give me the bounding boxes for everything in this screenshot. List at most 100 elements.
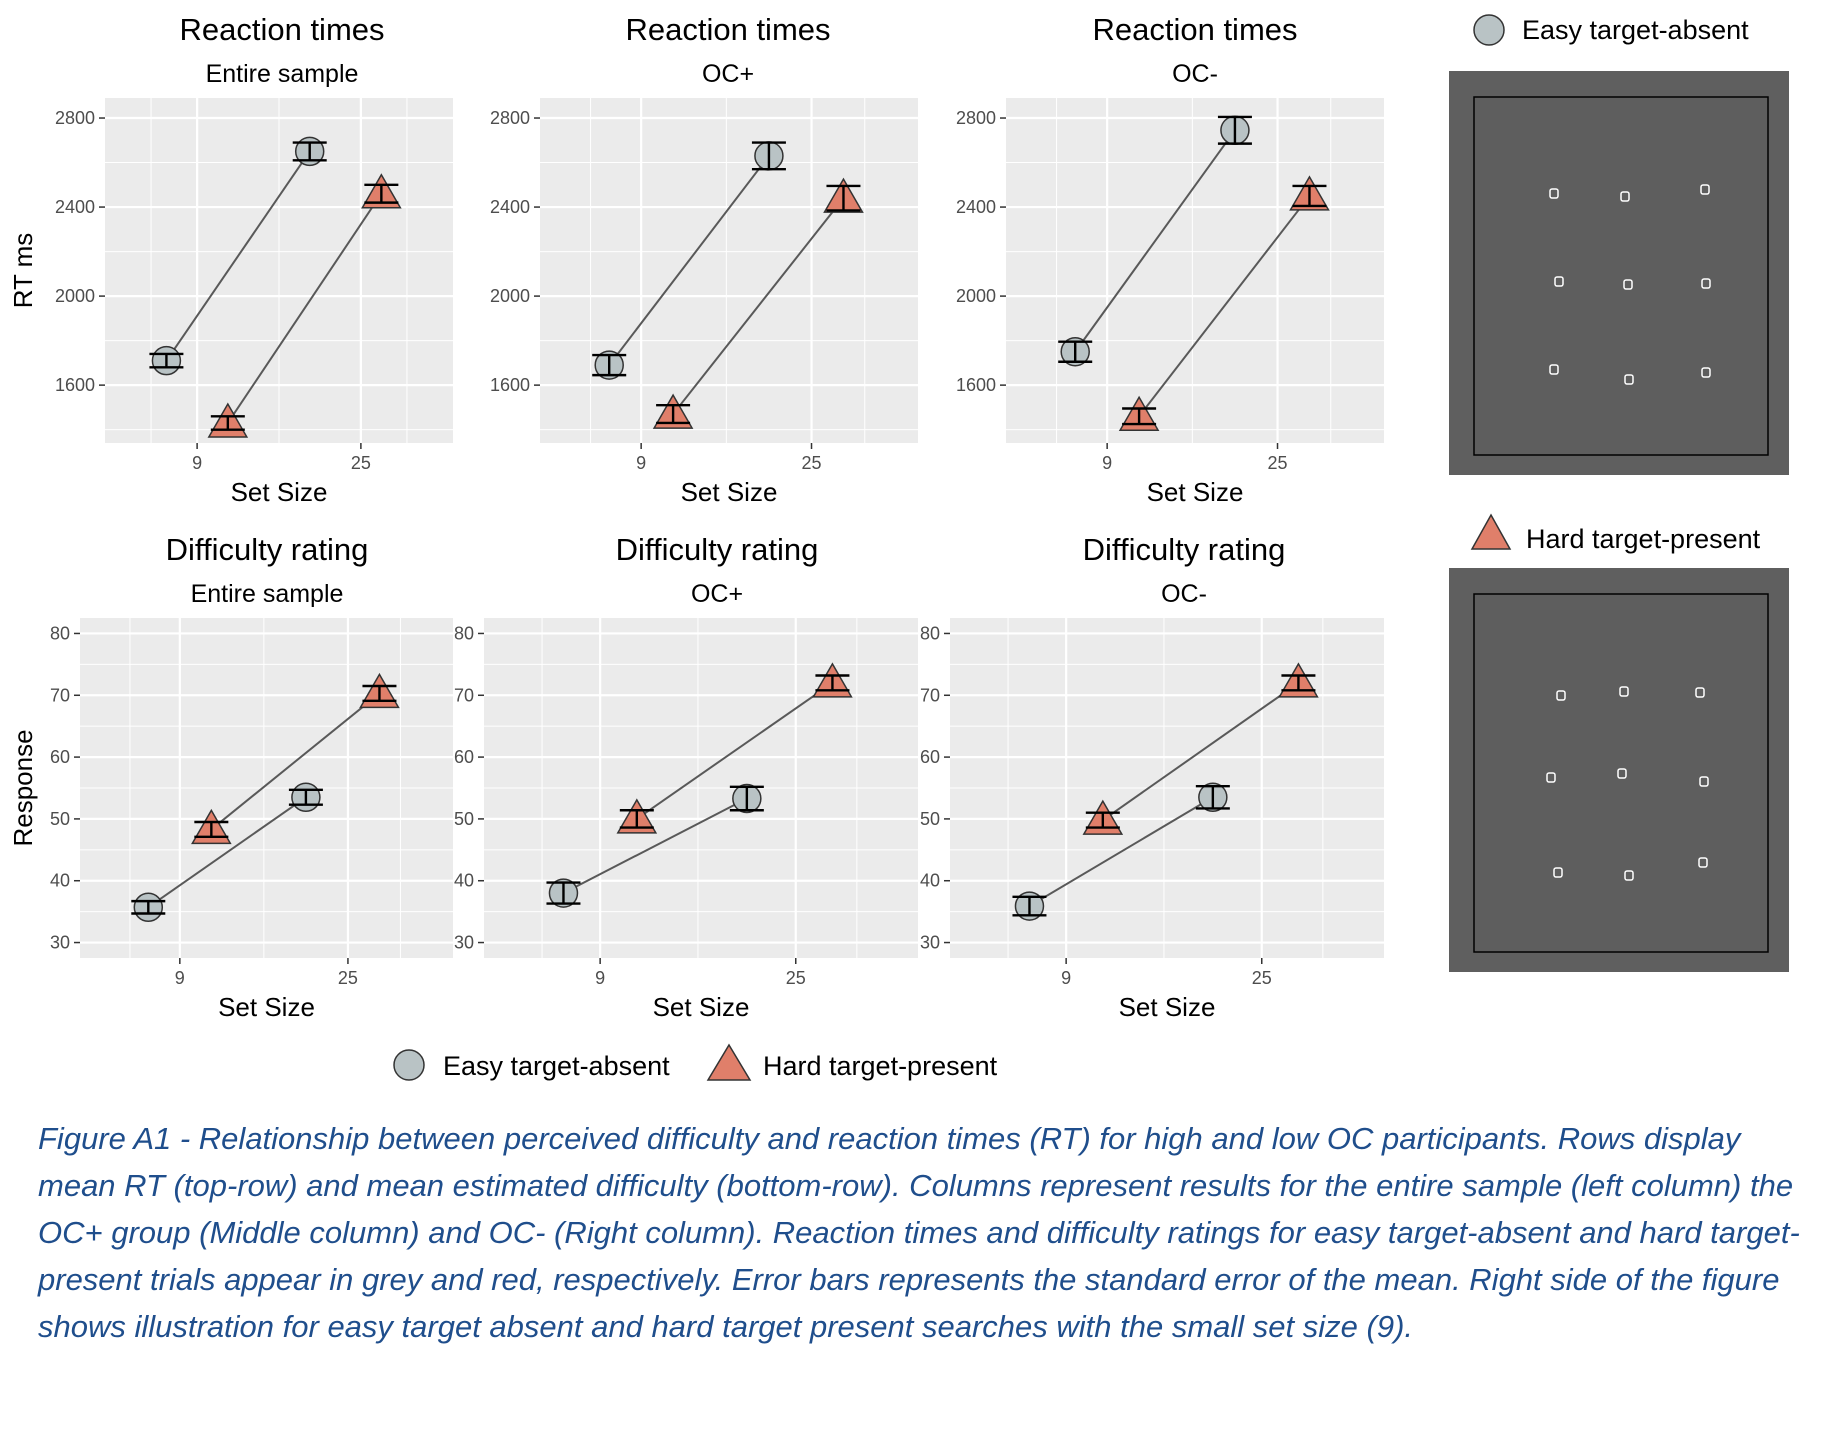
stimulus-item <box>1556 690 1566 701</box>
legend-easy-label: Easy target-absent <box>443 1051 670 1081</box>
chart-title: Reaction times <box>625 12 830 47</box>
illustration-hard-label: Hard target-present <box>1526 524 1761 554</box>
series-easy <box>131 782 323 923</box>
stimulus-item <box>1617 768 1627 779</box>
y-tick-label: 80 <box>50 623 70 643</box>
x-axis-label: Set Size <box>1147 477 1244 507</box>
hard-stimulus-items <box>1546 686 1709 881</box>
y-tick-label: 2800 <box>55 108 95 128</box>
x-tick-label: 9 <box>1102 453 1112 473</box>
y-axis-label: Response <box>8 729 38 846</box>
chart-title: Difficulty rating <box>1083 532 1286 567</box>
y-tick-label: 2800 <box>490 108 530 128</box>
y-axis-label: RT ms <box>8 233 38 309</box>
y-tick-label: 2800 <box>956 108 996 128</box>
x-axis-label: Set Size <box>231 477 328 507</box>
plot-background <box>540 98 918 443</box>
y-tick-label: 40 <box>920 871 940 891</box>
stimulus-item <box>1553 867 1563 878</box>
chart-title: Reaction times <box>1092 12 1297 47</box>
series-easy <box>592 141 786 380</box>
bottom-legend: Easy target-absent Hard target-present <box>393 1043 998 1081</box>
y-tick-label: 40 <box>454 871 474 891</box>
series-line <box>1102 682 1299 821</box>
series-line <box>226 193 383 424</box>
stimulus-item <box>1698 857 1708 868</box>
x-tick-label: 25 <box>1252 968 1272 988</box>
y-tick-label: 70 <box>50 685 70 705</box>
series-easy <box>1058 115 1252 367</box>
stimulus-item <box>1701 367 1711 378</box>
chart-title: Difficulty rating <box>616 532 819 567</box>
series-line <box>672 197 845 415</box>
x-axis-label: Set Size <box>1119 992 1216 1022</box>
y-tick-label: 2000 <box>490 286 530 306</box>
y-tick-label: 60 <box>920 747 940 767</box>
x-tick-label: 9 <box>595 968 605 988</box>
chart-subtitle: Entire sample <box>206 60 359 88</box>
y-tick-label: 80 <box>920 623 940 643</box>
chart-panels: Reaction times Entire sample 1600 2000 2400 2… <box>8 12 1384 1022</box>
chart-subtitle: OC+ <box>702 60 754 88</box>
x-tick-label: 9 <box>636 453 646 473</box>
x-axis-label: Set Size <box>653 992 750 1022</box>
x-tick-label: 9 <box>1061 968 1071 988</box>
x-tick-label: 9 <box>175 968 185 988</box>
x-axis-label: Set Size <box>681 477 778 507</box>
stimulus-item <box>1700 184 1710 195</box>
stimulus-item <box>1619 686 1629 697</box>
y-tick-label: 30 <box>50 933 70 953</box>
series-line <box>1074 129 1236 353</box>
series-hard <box>191 672 400 845</box>
chart-panel-2: Reaction times OC+ 1600 2000 2400 2800 9 25 Set … <box>490 12 918 507</box>
stimulus-item <box>1624 870 1634 881</box>
chart-subtitle: OC- <box>1161 580 1207 608</box>
chart-subtitle: OC- <box>1172 60 1218 88</box>
series-line <box>147 796 307 909</box>
y-tick-label: 1600 <box>490 375 530 395</box>
y-tick-label: 2400 <box>490 197 530 217</box>
series-hard <box>1118 175 1330 432</box>
chart-panel-3: Reaction times OC- 1600 2000 2400 2800 9 25 Set … <box>956 12 1384 507</box>
y-tick-label: 2000 <box>956 286 996 306</box>
series-hard <box>207 173 402 438</box>
series-hard <box>652 177 864 429</box>
illustration-hard-triangle-icon <box>1470 513 1512 550</box>
chart-panel-6: Difficulty rating OC- 30 40 50 60 70 80 9 25 Set S… <box>920 532 1384 1022</box>
series-easy <box>149 136 327 376</box>
stimulus-item <box>1554 276 1564 287</box>
chart-panel-4: Difficulty rating Entire sample 30 40 50 60 70… <box>8 532 453 1022</box>
chart-title: Reaction times <box>179 12 384 47</box>
series-line <box>165 150 311 362</box>
stimulus-item <box>1699 776 1709 787</box>
legend-hard-triangle-icon <box>706 1043 752 1081</box>
series-hard <box>616 662 853 834</box>
x-tick-label: 25 <box>338 968 358 988</box>
series-line <box>210 692 381 831</box>
series-line <box>608 155 770 366</box>
x-tick-label: 25 <box>351 453 371 473</box>
y-tick-label: 60 <box>454 747 474 767</box>
series-hard <box>1082 662 1319 835</box>
series-line <box>563 797 748 894</box>
series-line <box>1138 195 1311 417</box>
stimulus-item <box>1549 188 1559 199</box>
legend-hard-label: Hard target-present <box>763 1051 998 1081</box>
y-tick-label: 40 <box>50 871 70 891</box>
y-tick-label: 30 <box>920 933 940 953</box>
y-tick-label: 80 <box>454 623 474 643</box>
figure-caption: Figure A1 - Relationship between perceiv… <box>38 1121 1800 1344</box>
chart-subtitle: Entire sample <box>191 580 344 608</box>
illustration-easy-label: Easy target-absent <box>1522 15 1749 45</box>
y-tick-label: 1600 <box>956 375 996 395</box>
y-tick-label: 70 <box>454 685 474 705</box>
y-tick-label: 50 <box>454 809 474 829</box>
stimulus-item <box>1701 278 1711 289</box>
hard-illustration: Hard target-present <box>1449 513 1789 972</box>
x-tick-label: 25 <box>802 453 822 473</box>
y-tick-label: 60 <box>50 747 70 767</box>
illustration-easy-circle-icon <box>1473 14 1505 46</box>
y-tick-label: 50 <box>920 809 940 829</box>
x-tick-label: 9 <box>192 453 202 473</box>
